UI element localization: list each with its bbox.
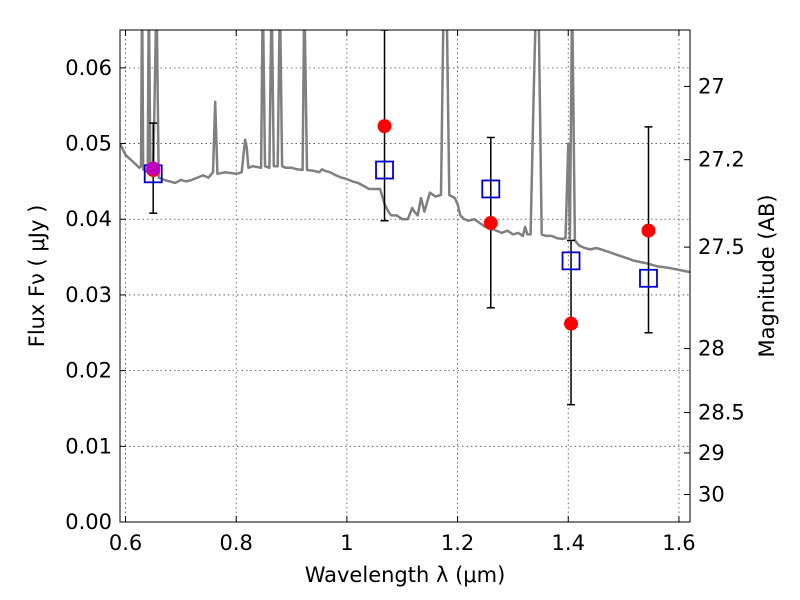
model-photometry-square (639, 268, 658, 288)
x-tick-label: 0.8 (220, 531, 253, 555)
y-tick-label: 0.05 (65, 132, 112, 156)
magnitude-tick-label: 28.5 (698, 401, 745, 425)
magnitude-tick-label: 27.2 (698, 148, 745, 172)
x-tick-label: 1.2 (441, 531, 474, 555)
model-photometry-square (375, 160, 394, 180)
magnitude-tick-label: 30 (698, 483, 725, 507)
magnitude-tick-label: 27 (698, 74, 725, 98)
spectrum-line (120, 30, 690, 274)
y-tick-label: 0.06 (65, 56, 112, 80)
x-tick-label: 1.4 (552, 531, 585, 555)
magnitude-tick-label: 27.5 (698, 235, 745, 259)
magnitude-tick-label: 29 (698, 441, 725, 465)
model-spectrum (120, 30, 690, 274)
y-tick-label: 0.04 (65, 207, 112, 231)
model-photometry-square (561, 251, 581, 271)
grid-lines (120, 30, 690, 522)
observed-flux-point (564, 316, 579, 331)
x-tick-labels: 0.6 0.8 1 1.2 1.4 1.6 (109, 531, 696, 555)
y-axis-label: Flux Fν ( μJy ) (25, 205, 49, 348)
data-points (143, 30, 658, 406)
x-tick-label: 1.6 (662, 531, 695, 555)
observed-flux-point (483, 216, 498, 231)
axis-ticks (120, 30, 690, 523)
magnitude-tick-labels: 27 27.2 27.5 28 28.5 29 30 (698, 74, 745, 506)
model-photometry-square (481, 179, 501, 199)
observed-flux-point (641, 223, 656, 238)
y-tick-label: 0.01 (65, 434, 112, 458)
magnitude-axis-label: Magnitude (AB) (755, 194, 779, 357)
plot-frame (119, 29, 691, 523)
x-tick-label: 1 (340, 531, 353, 555)
observed-flux-point (377, 119, 392, 134)
y-tick-labels: 0.00 0.01 0.02 0.03 0.04 0.05 0.06 (65, 56, 112, 534)
overlap-point (146, 161, 161, 176)
x-axis-label: Wavelength λ (μm) (305, 563, 506, 587)
x-tick-label: 0.6 (109, 531, 142, 555)
y-tick-label: 0.03 (65, 283, 112, 307)
y-tick-label: 0.00 (65, 510, 112, 534)
magnitude-tick-label: 28 (698, 337, 725, 361)
y-tick-label: 0.02 (65, 359, 112, 383)
